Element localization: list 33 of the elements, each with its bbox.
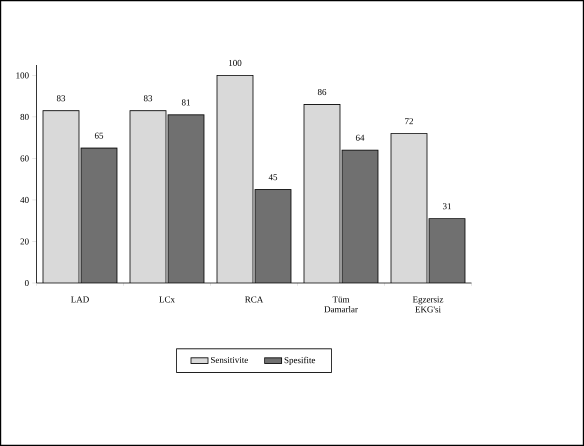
legend-label: Sensitivite [210, 356, 248, 364]
x-tick-label: LCx [159, 296, 175, 302]
bar [217, 75, 253, 284]
bar [304, 104, 340, 284]
bar [428, 218, 466, 284]
data-label: 64 [356, 134, 364, 141]
bar [390, 133, 428, 284]
legend-label: Spesifite [284, 356, 316, 366]
bar [168, 114, 204, 284]
data-label: 72 [405, 118, 413, 124]
y-tick-label: 100 [16, 72, 29, 78]
y-tick-label: 0 [24, 280, 29, 286]
data-label: 31 [442, 203, 451, 210]
bar [130, 110, 166, 284]
bar [255, 190, 291, 284]
data-label: 86 [318, 89, 326, 96]
x-tick-label: Tüm Damarlar [324, 296, 358, 312]
y-tick-label: 40 [20, 196, 29, 203]
data-label: 45 [268, 174, 278, 180]
bar [342, 150, 378, 284]
y-tick-label: 20 [20, 238, 29, 245]
y-tick-label: 80 [20, 114, 29, 120]
data-label: 83 [144, 95, 152, 102]
x-tick-label: RCA [245, 296, 264, 302]
bar [42, 110, 79, 284]
x-tick-label: Egzersiz EKG'si [412, 296, 444, 312]
data-label: 100 [229, 60, 242, 66]
bar [81, 148, 117, 284]
data-label: 83 [56, 95, 66, 102]
data-label: 81 [182, 99, 190, 106]
x-tick-label: LAD [71, 296, 89, 302]
y-tick-label: 60 [20, 155, 29, 162]
data-label: 65 [94, 132, 104, 139]
